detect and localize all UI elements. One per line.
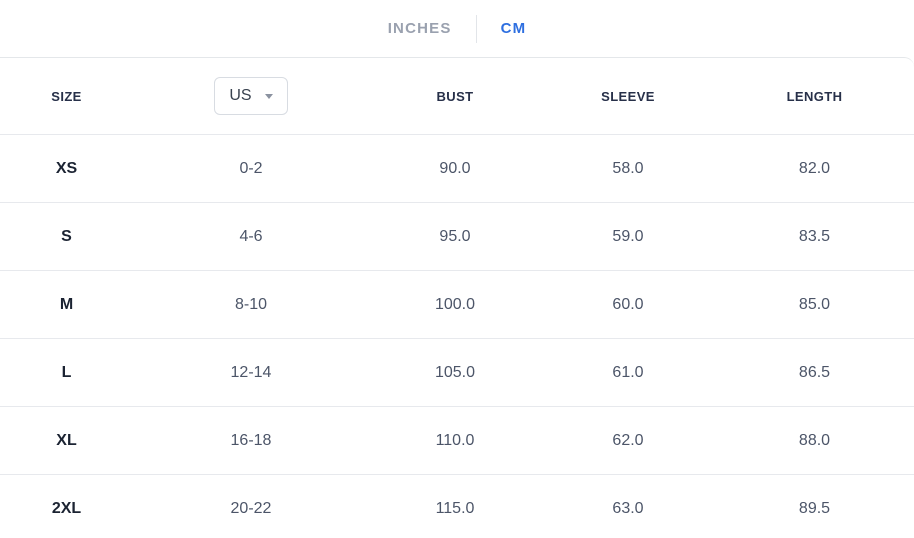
size-cell: 2XL (51, 500, 82, 517)
sleeve-cell: 61.0 (612, 363, 644, 381)
us-range-cell: 20-22 (230, 500, 272, 517)
region-selector-value: US (229, 87, 252, 104)
bust-cell: 95.0 (439, 227, 471, 245)
us-range-cell: 8-10 (234, 295, 268, 313)
size-cell: M (59, 295, 74, 313)
tab-cm[interactable]: CM (495, 16, 533, 41)
table-row-xl: XL 16-18 110.0 62.0 88.0 (0, 407, 914, 475)
table-row-m: M 8-10 100.0 60.0 85.0 (0, 271, 914, 339)
sleeve-cell: 60.0 (612, 295, 644, 313)
length-cell: 89.5 (798, 500, 831, 517)
sleeve-cell: 62.0 (612, 431, 644, 449)
table-row-xs: XS 0-2 90.0 58.0 82.0 (0, 135, 914, 203)
column-header-sleeve: SLEEVE (601, 88, 655, 104)
table-row-s: S 4-6 95.0 59.0 83.5 (0, 203, 914, 271)
length-cell: 86.5 (798, 363, 831, 381)
bust-cell: 90.0 (439, 159, 471, 177)
tab-inches[interactable]: INCHES (382, 16, 458, 41)
bust-cell: 105.0 (434, 363, 476, 381)
us-range-cell: 4-6 (239, 227, 263, 245)
bust-cell: 115.0 (435, 500, 475, 517)
table-row-l: L 12-14 105.0 61.0 86.5 (0, 339, 914, 407)
sleeve-cell: 63.0 (612, 500, 644, 517)
bust-cell: 110.0 (435, 431, 475, 449)
length-cell: 83.5 (798, 227, 831, 245)
length-cell: 85.0 (798, 295, 831, 313)
us-range-cell: 0-2 (239, 159, 263, 177)
size-table: SIZE US BUST SLEEVE LENGTH XS 0-2 90.0 5… (0, 57, 914, 538)
length-cell: 88.0 (798, 431, 831, 449)
tab-divider (475, 14, 477, 43)
us-range-cell: 12-14 (230, 363, 272, 381)
region-selector-dropdown[interactable]: US (214, 77, 288, 115)
sleeve-cell: 58.0 (612, 159, 644, 177)
table-header-row: SIZE US BUST SLEEVE LENGTH (0, 58, 914, 135)
column-header-bust: BUST (436, 88, 474, 104)
table-row-2xl: 2XL 20-22 115.0 63.0 89.5 (0, 475, 914, 538)
unit-tabs: INCHES CM (0, 0, 914, 57)
size-cell: XS (55, 159, 78, 177)
column-header-length: LENGTH (786, 88, 843, 104)
length-cell: 82.0 (798, 159, 831, 177)
chevron-down-icon (264, 93, 273, 99)
column-header-size: SIZE (51, 88, 82, 104)
column-header-region: US (133, 77, 369, 115)
us-range-cell: 16-18 (230, 431, 272, 449)
size-cell: XL (56, 431, 77, 449)
sleeve-cell: 59.0 (612, 227, 644, 245)
bust-cell: 100.0 (434, 295, 476, 313)
size-cell: L (61, 363, 72, 381)
size-cell: S (61, 227, 72, 245)
